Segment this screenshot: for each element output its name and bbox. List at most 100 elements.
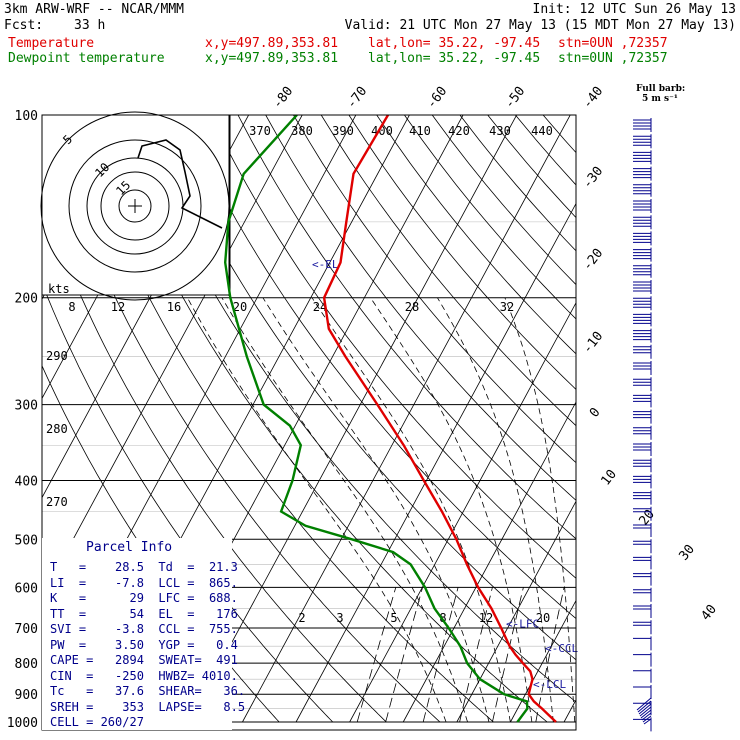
theta-label: 420 — [448, 124, 470, 138]
isobar-label: 500 — [15, 533, 38, 548]
isobar-label: 700 — [15, 622, 38, 637]
theta-label: 440 — [531, 124, 553, 138]
isotherm-line — [510, 599, 576, 723]
moist-adiabat-line — [504, 297, 576, 723]
parcel-info-left: K = 29 — [50, 591, 144, 605]
parcel-info-left: CAPE = 2894 — [50, 653, 144, 667]
wind-barb-feather — [637, 700, 652, 713]
wind-barb-feather — [639, 706, 652, 717]
dry-adiabat-line — [154, 115, 576, 661]
hodograph-speed-label: 20 — [233, 300, 247, 314]
isotherm-label: -40 — [580, 84, 606, 112]
isobar-label: 200 — [15, 292, 38, 307]
mixing-ratio-label: 12 — [479, 611, 493, 625]
isotherm-label: -60 — [424, 84, 450, 112]
isotherm-label: -10 — [580, 329, 606, 357]
parcel-info-right: SWEAT= 491 — [143, 653, 238, 667]
legend-dewpoint-stn: stn=0UN ,72357 — [558, 51, 668, 66]
hodograph-speed-label: 16 — [167, 300, 181, 314]
parcel-info-right: SHEAR= 36. — [143, 684, 246, 698]
forecast-label: Fcst: — [4, 18, 44, 33]
hodograph-kts-label: kts — [48, 282, 70, 296]
hodograph-speed-label: 8 — [68, 300, 75, 314]
isobar-label: 1000 — [7, 716, 38, 731]
parcel-info-right: Td = 21.3 — [143, 560, 238, 574]
init-time: Init: 12 UTC Sun 26 May 13 — [532, 2, 737, 17]
level-marker-el: <-EL — [312, 258, 339, 271]
isotherm-label: 40 — [699, 602, 720, 624]
parcel-info-right: LAPSE= 8.5 — [143, 699, 246, 714]
isotherm-label: -80 — [270, 84, 296, 112]
theta-label-low: 270 — [46, 495, 68, 509]
mixing-ratio-line — [422, 587, 459, 723]
valid-time: Valid: 21 UTC Mon 27 May 13 (15 MDT Mon … — [344, 18, 736, 33]
hodograph-box — [41, 114, 231, 296]
isotherm-line — [618, 115, 740, 722]
parcel-info-row: CAPE = 2894 SWEAT= 491 — [50, 653, 245, 669]
theta-label: 390 — [332, 124, 354, 138]
moist-adiabat-line — [370, 297, 533, 723]
hodograph-speed-label: 12 — [111, 300, 125, 314]
theta-label: 380 — [291, 124, 313, 138]
legend-temperature-stn: stn=0UN ,72357 — [558, 36, 668, 51]
mixing-ratio-label: 2 — [298, 611, 305, 625]
isotherm-line — [242, 115, 571, 723]
wind-barb-feather — [640, 709, 652, 719]
isobar-label: 400 — [15, 474, 38, 489]
parcel-info-row: SVI = -3.8 CCL = 755. — [50, 622, 245, 638]
theta-label-low: 290 — [46, 349, 68, 363]
dry-adiabat-line — [71, 115, 494, 723]
dry-adiabat-line — [487, 115, 576, 219]
mixing-ratio-line — [356, 587, 397, 723]
parcel-info-left: PW = 3.50 — [50, 637, 144, 652]
moist-adiabat-line — [187, 297, 447, 723]
parcel-info-right: LCL = 865. — [143, 575, 238, 590]
isobar-label: 300 — [15, 399, 38, 414]
theta-label: 370 — [249, 124, 271, 138]
dry-adiabat-line — [348, 115, 576, 390]
dry-adiabat-line — [43, 115, 441, 723]
mixing-ratio-label: 3 — [336, 611, 343, 625]
mixing-ratio-label: 8 — [439, 611, 446, 625]
parcel-info-row: SREH = 353 LAPSE= 8.5 — [50, 700, 245, 716]
isotherm-line — [563, 699, 576, 723]
dry-adiabat-line — [42, 197, 387, 723]
isobar-label: 900 — [15, 688, 38, 703]
dry-adiabat-line — [376, 115, 576, 355]
parcel-info-title: Parcel Info — [86, 540, 173, 555]
theta-label-low: 280 — [46, 422, 68, 436]
model-title: 3km ARW-WRF -- NCAR/MMM — [4, 2, 185, 17]
legend-temperature-name: Temperature — [8, 36, 95, 51]
hodograph-ring — [68, 139, 202, 273]
parcel-info-left: TT = 54 — [50, 606, 144, 621]
wind-barb-feather — [641, 712, 652, 721]
isobar-label: 600 — [15, 581, 38, 596]
parcel-info-row: LI = -7.8 LCL = 865. — [50, 576, 245, 592]
parcel-info-left: SVI = -3.8 — [50, 622, 144, 636]
mixing-ratio-line — [535, 587, 565, 723]
plot-frame — [41, 114, 577, 731]
mixing-ratio-line — [385, 587, 423, 723]
hodograph-speed-label: 28 — [405, 300, 419, 314]
isotherm-label: -30 — [580, 164, 606, 192]
dry-adiabat-line — [431, 115, 576, 286]
moist-adiabat-line — [221, 297, 468, 723]
level-marker-lcl: <-LCL — [533, 678, 566, 691]
dewpoint-profile — [223, 115, 529, 723]
hodograph-speed-label: 24 — [313, 300, 327, 314]
wind-barb-feather — [638, 703, 652, 715]
moist-adiabat-line — [437, 297, 554, 723]
parcel-info-left: CIN = -250 — [50, 668, 144, 683]
parcel-info-right: HWBZ= 4010. — [143, 668, 238, 683]
parcel-info-panel: Parcel Info T = 28.5 Td = 21.3 LI = -7.8 … — [42, 538, 245, 730]
isotherm-line — [456, 500, 576, 723]
isotherm-line — [42, 115, 303, 598]
dry-adiabat-line — [542, 115, 576, 154]
theta-label: 430 — [489, 124, 511, 138]
isobar-label: 800 — [15, 657, 38, 672]
wind-legend-title: Full barb: — [636, 84, 686, 94]
parcel-info-left: T = 28.5 — [50, 560, 144, 574]
level-marker-lfc: <-LFC — [506, 617, 539, 630]
isotherm-label: 0 — [587, 405, 604, 420]
hodograph-ring — [100, 171, 170, 241]
